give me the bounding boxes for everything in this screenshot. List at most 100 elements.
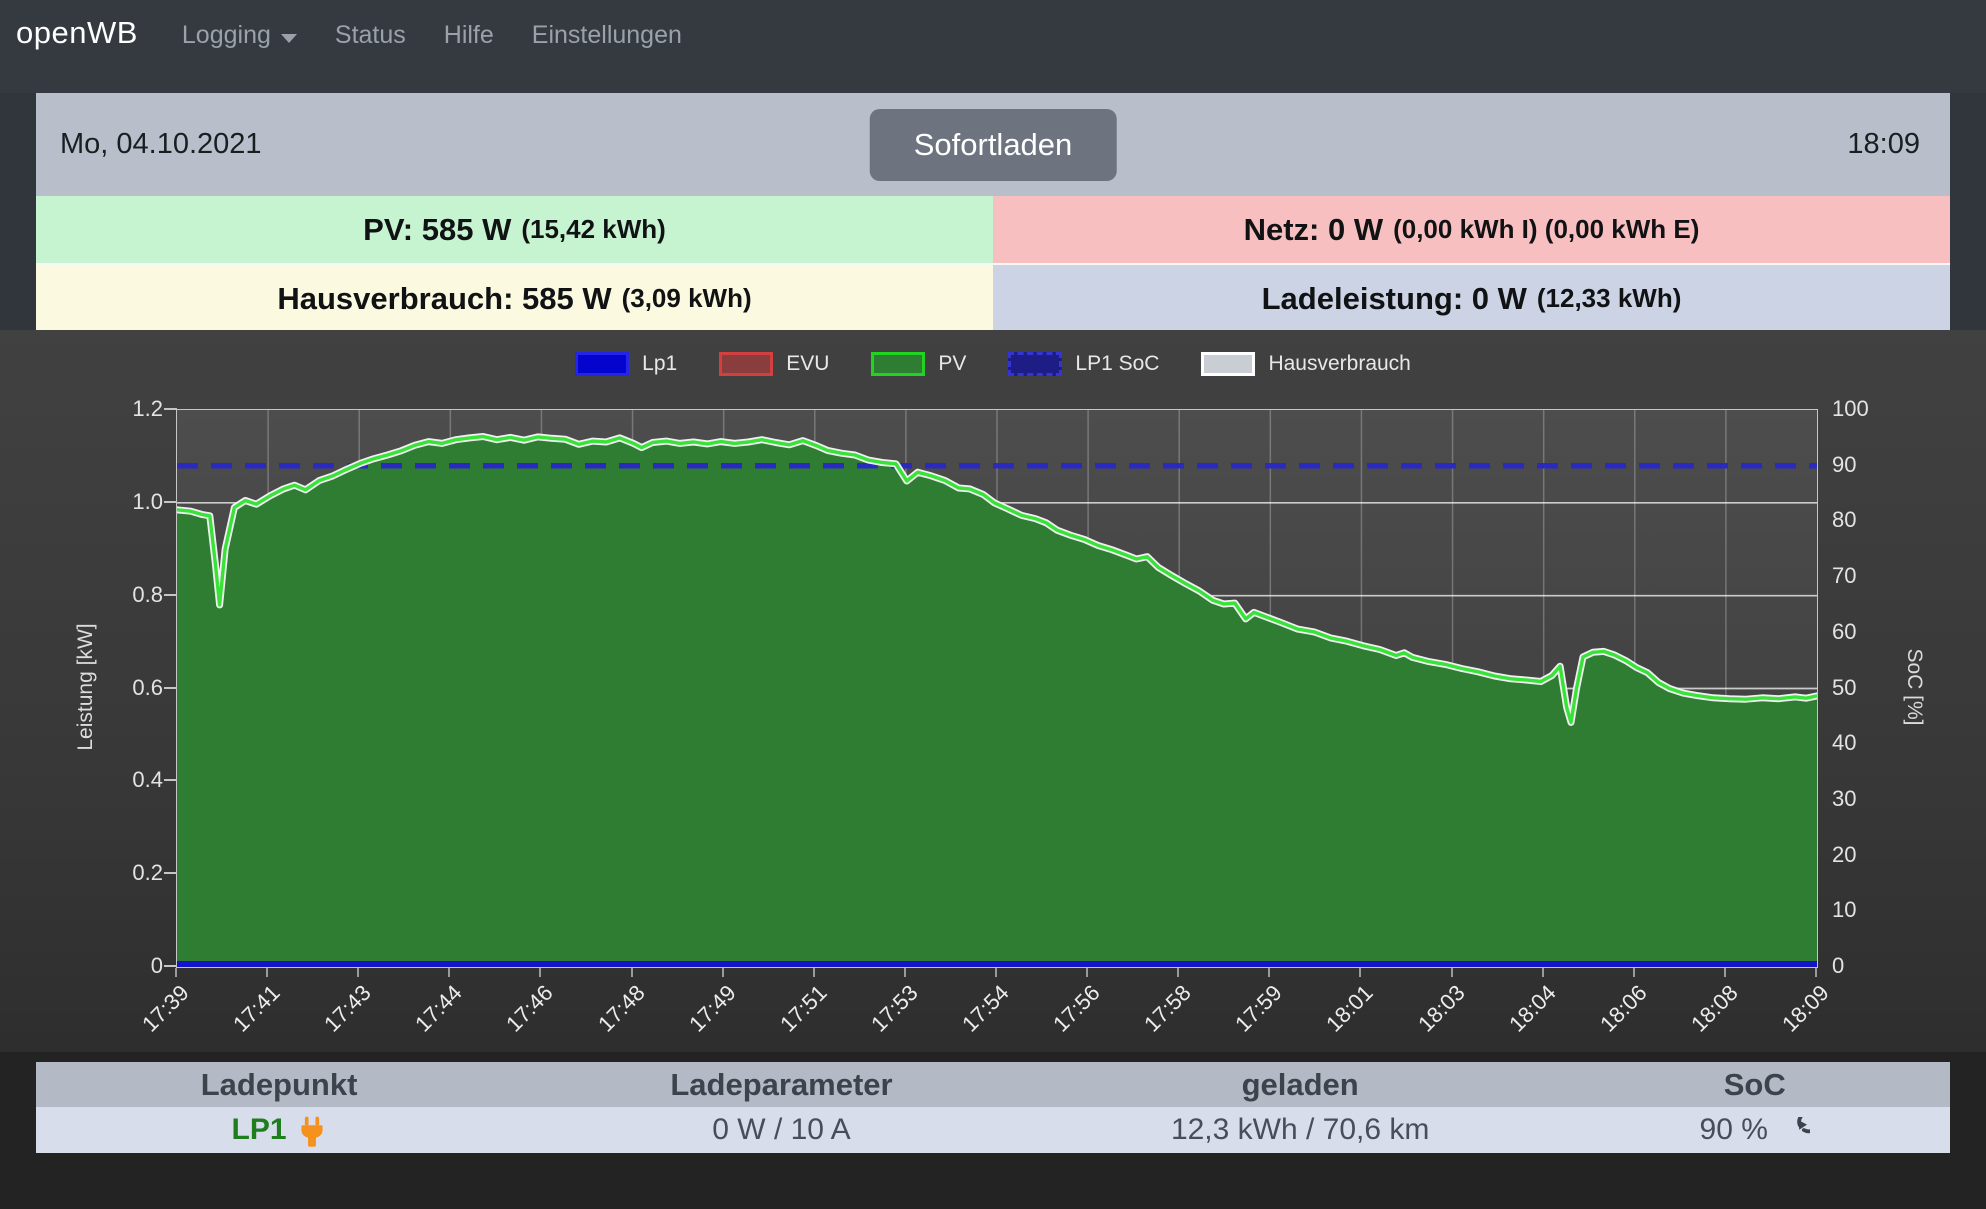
y-left-tick-label: 0.8 (132, 581, 163, 607)
current-date: Mo, 04.10.2021 (60, 128, 262, 160)
chargepoint-table: Ladepunkt Ladeparameter geladen SoC LP1 … (36, 1062, 1950, 1153)
x-tick-mark (448, 968, 451, 977)
x-tick-label: 18:01 (1321, 980, 1379, 1037)
y-right-tick-label: 20 (1832, 841, 1857, 867)
status-lade-value: Ladeleistung: 0 W (1261, 280, 1527, 316)
legend-label: LP1 SoC (1075, 352, 1160, 375)
cell-soc: 90 % (1559, 1107, 1950, 1153)
cell-ladeparameter: 0 W / 10 A (522, 1107, 1041, 1153)
x-tick-label: 17:49 (683, 980, 741, 1037)
x-tick-mark (812, 968, 815, 977)
y-left-tick-label: 0.6 (132, 674, 163, 700)
refresh-icon[interactable] (1780, 1117, 1810, 1147)
nav-item-hilfe[interactable]: Hilfe (443, 21, 494, 49)
x-tick-label: 17:59 (1230, 980, 1288, 1037)
status-netz: Netz: 0 W (0,00 kWh I) (0,00 kWh E) (993, 196, 1950, 263)
x-tick-label: 17:51 (774, 980, 832, 1037)
legend-swatch-icon (871, 352, 926, 376)
plot-svg (177, 410, 1817, 967)
legend-swatch-icon (575, 352, 630, 376)
col-header-geladen: geladen (1040, 1062, 1560, 1107)
y-right-tick-label: 80 (1832, 507, 1857, 533)
chargepoint-name: LP1 (231, 1113, 287, 1146)
legend-item-lp1-soc: LP1 SoC (1008, 352, 1159, 376)
x-tick-label: 17:56 (1048, 980, 1105, 1037)
x-tick-mark (1450, 968, 1453, 977)
x-tick-label: 18:04 (1503, 980, 1561, 1037)
x-tick-mark (995, 968, 997, 977)
x-tick-mark (1815, 968, 1817, 977)
x-tick-mark (630, 968, 633, 977)
y-left-tick-mark (164, 500, 177, 503)
cell-ladepunkt: LP1 (36, 1107, 523, 1153)
legend-swatch-icon (1201, 352, 1256, 376)
navbar: openWB Logging Status Hilfe Einstellunge… (0, 0, 1986, 93)
y-left-tick-mark (164, 408, 177, 410)
y-axis-title-left: Leistung [kW] (74, 623, 97, 751)
nav-item-einstellungen[interactable]: Einstellungen (531, 21, 682, 49)
y-right-tick-label: 40 (1832, 730, 1857, 756)
current-time: 18:09 (1847, 128, 1920, 160)
y-right-tick-label: 70 (1832, 563, 1857, 589)
x-tick-label: 17:43 (319, 980, 376, 1037)
legend-label: EVU (786, 352, 830, 375)
y-right-tick-label: 0 (1832, 953, 1845, 978)
x-tick-label: 17:48 (592, 980, 650, 1037)
y-right-tick-label: 60 (1832, 618, 1857, 644)
y-right-tick-label: 10 (1832, 897, 1857, 923)
y-left-tick-mark (164, 686, 177, 689)
brand-openwb[interactable]: openWB (16, 15, 138, 50)
x-tick-label: 17:53 (865, 980, 923, 1037)
y-left-tick-mark (164, 872, 177, 875)
x-tick-label: 18:06 (1594, 980, 1652, 1037)
nav-item-logging[interactable]: Logging (182, 21, 297, 50)
nav-items: Logging Status Hilfe Einstellungen (182, 21, 682, 50)
x-tick-mark (1268, 968, 1271, 977)
x-tick-label: 17:39 (137, 980, 194, 1037)
nav-item-status[interactable]: Status (334, 21, 406, 49)
y-right-tick-label: 50 (1832, 674, 1857, 700)
x-tick-label: 17:41 (228, 980, 285, 1037)
chart-legend: Lp1 EVU PV LP1 SoC Hausverbrauch (0, 352, 1986, 376)
status-hausverbrauch: Hausverbrauch: 585 W (3,09 kWh) (36, 263, 993, 332)
sofortladen-button[interactable]: Sofortladen (869, 108, 1117, 181)
x-tick-mark (1177, 968, 1180, 977)
chart-section: Lp1 EVU PV LP1 SoC Hausverbrauch Leistung [k… (0, 330, 1986, 1052)
x-tick-mark (903, 968, 906, 977)
x-tick-label: 17:54 (957, 980, 1014, 1037)
status-grid: PV: 585 W (15,42 kWh) Netz: 0 W (0,00 kW… (36, 196, 1950, 332)
x-tick-label: 18:03 (1412, 980, 1470, 1037)
x-tick-mark (539, 968, 542, 977)
legend-label: PV (938, 352, 967, 375)
x-tick-label: 17:58 (1139, 980, 1196, 1037)
y-left-tick-label: 0.2 (132, 860, 163, 886)
top-panel: Mo, 04.10.2021 Sofortladen 18:09 PV: 585… (0, 93, 1986, 332)
status-lade-detail: (12,33 kWh) (1536, 283, 1682, 313)
chevron-down-icon (280, 34, 297, 43)
y-left-tick-label: 1.2 (132, 396, 163, 421)
y-right-tick-label: 100 (1832, 396, 1869, 421)
legend-item-pv: PV (871, 352, 966, 376)
x-tick-label: 18:08 (1685, 980, 1743, 1037)
soc-value: 90 % (1699, 1113, 1768, 1146)
legend-swatch-icon (719, 352, 774, 376)
x-tick-mark (721, 968, 724, 977)
status-haus-value: Hausverbrauch: 585 W (277, 280, 612, 316)
status-pv-value: PV: 585 W (363, 211, 512, 247)
status-pv: PV: 585 W (15,42 kWh) (36, 196, 993, 263)
x-tick-mark (1359, 968, 1362, 977)
status-haus-detail: (3,09 kWh) (621, 283, 752, 313)
legend-swatch-icon (1008, 352, 1063, 376)
col-header-ladepunkt: Ladepunkt (36, 1062, 523, 1107)
col-header-soc: SoC (1559, 1062, 1950, 1107)
x-tick-mark (357, 968, 360, 977)
x-tick-mark (175, 968, 177, 977)
legend-item-evu: EVU (719, 352, 829, 376)
chargepoint-table-wrap: Ladepunkt Ladeparameter geladen SoC LP1 … (0, 1062, 1986, 1153)
x-tick-mark (1086, 968, 1089, 977)
x-tick-label: 17:44 (410, 980, 468, 1037)
col-header-ladeparameter: Ladeparameter (522, 1062, 1041, 1107)
y-left-tick-mark (164, 965, 177, 967)
plug-icon (300, 1116, 323, 1147)
legend-item-hausverbrauch: Hausverbrauch (1201, 352, 1411, 376)
